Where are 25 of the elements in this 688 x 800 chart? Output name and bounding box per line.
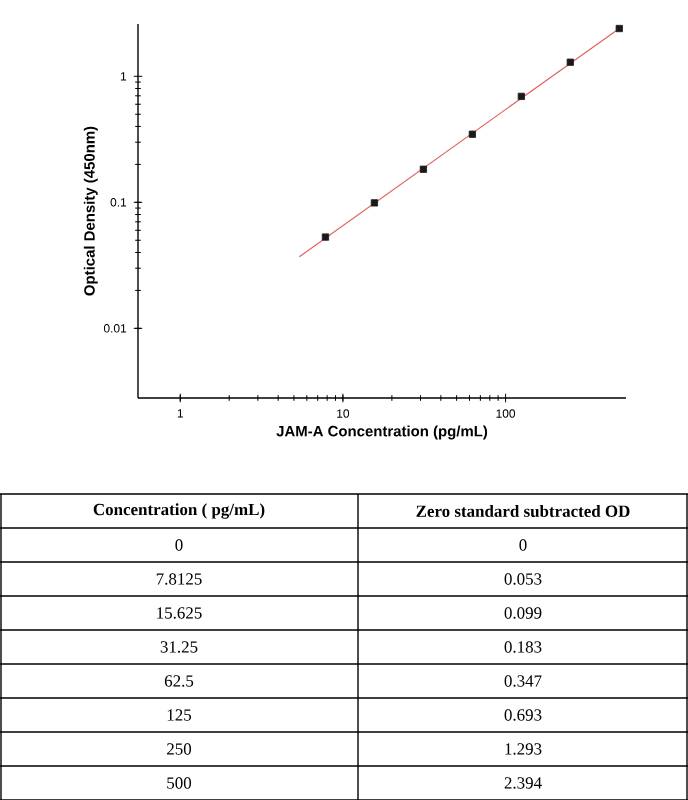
point: [615, 24, 623, 33]
text: 31.25: [160, 641, 198, 653]
text: 0: [175, 539, 183, 551]
text: Concentration ( pg/mL): [93, 503, 265, 519]
text: 15.625: [157, 607, 202, 619]
point: [517, 92, 525, 100]
text: 125: [167, 709, 192, 721]
point: [419, 165, 427, 173]
text: 500: [167, 777, 192, 789]
text: 250: [167, 743, 192, 755]
text: 0.693: [504, 709, 542, 721]
text: 2.394: [504, 777, 542, 789]
point: [370, 199, 379, 207]
text: 0.183: [504, 641, 542, 653]
point: [468, 130, 476, 138]
text: Zero standard subtracted OD: [416, 505, 630, 517]
point: [321, 233, 330, 241]
text: 0.099: [504, 607, 542, 619]
text: 0: [519, 539, 527, 551]
text: 1.293: [505, 743, 542, 755]
point: [566, 58, 574, 66]
text: 0.347: [504, 675, 542, 687]
text: 62.5: [164, 675, 194, 687]
text: 0.053: [504, 573, 542, 585]
text: 7.8125: [156, 573, 202, 585]
